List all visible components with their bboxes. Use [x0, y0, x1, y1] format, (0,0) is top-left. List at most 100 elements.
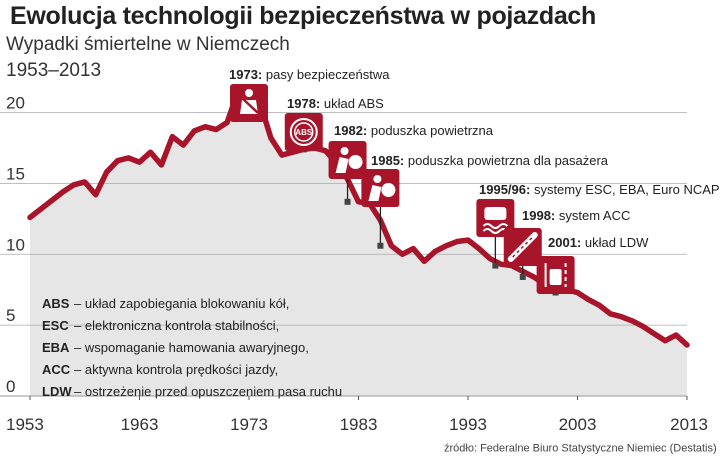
annotation-marker — [344, 198, 351, 205]
chart-title: Ewolucja technologii bezpieczeństwa w po… — [10, 2, 597, 30]
legend-abbr-abs: ABS — [42, 296, 70, 311]
source-note: źródło: Federalne Biuro Statystyczne Nie… — [444, 442, 720, 455]
data-point-1976 — [281, 154, 283, 156]
data-point-2011 — [664, 340, 666, 342]
seatbelt-strap — [241, 97, 259, 114]
data-point-1989 — [423, 260, 425, 262]
annotation-1978: ABS 1978: układ ABS — [284, 96, 384, 153]
annotation-label: 2001: układ LDW — [548, 235, 649, 250]
annotation-2001: 2001: układ LDW — [536, 235, 649, 296]
annotation-text: poduszka powietrzna dla pasażera — [404, 153, 609, 168]
y-tick-label: 20 — [6, 94, 25, 113]
annotation-marker — [492, 262, 499, 269]
annotation-year: 1978: — [287, 96, 320, 111]
data-point-1953 — [29, 216, 31, 218]
data-point-1958 — [84, 181, 86, 183]
annotation-text: układ LDW — [581, 235, 649, 250]
abs-label: ABS — [295, 128, 313, 137]
data-point-1999 — [533, 276, 535, 278]
annotation-label: 1995/96: systemy ESC, EBA, Euro NCAP — [479, 182, 720, 197]
data-point-1963 — [139, 161, 140, 163]
x-tick-label: 1983 — [340, 415, 378, 434]
x-tick-label: 2003 — [559, 415, 597, 434]
seatbelt-body — [240, 100, 258, 114]
airbag-person-body — [335, 157, 349, 173]
data-point-2009 — [642, 326, 644, 328]
data-point-1966 — [171, 136, 173, 138]
data-point-2003 — [577, 292, 578, 294]
annotation-label: 1985: poduszka powietrzna dla pasażera — [371, 153, 609, 168]
data-point-1995 — [489, 258, 491, 260]
data-point-1990 — [434, 250, 436, 252]
data-point-1961 — [117, 160, 119, 162]
data-point-1959 — [95, 194, 97, 196]
x-tick-label: 1973 — [230, 415, 268, 434]
annotation-text: system ACC — [555, 208, 630, 223]
annotation-year: 2001: — [548, 235, 581, 250]
data-point-2004 — [587, 299, 589, 301]
annotation-year: 1985: — [371, 153, 404, 168]
source-text: źródło: Federalne Biuro Statystyczne Nie… — [444, 442, 717, 455]
airbag-person-head — [340, 147, 349, 155]
data-point-1954 — [40, 208, 42, 210]
ldw-car — [549, 269, 562, 285]
annotation-year: 1982: — [334, 123, 367, 138]
data-point-2005 — [598, 304, 600, 306]
esc-skid-1 — [482, 223, 509, 229]
legend-desc-acc: – aktywna kontrola prędkości jazdy, — [74, 362, 278, 377]
data-point-2013 — [686, 344, 688, 346]
legend-desc-abs: – układ zapobiegania blokowaniu kół, — [74, 296, 289, 311]
acc-dashes — [512, 236, 534, 258]
data-point-2012 — [675, 334, 677, 336]
esc-car — [484, 207, 507, 220]
legend-abbr-eba: EBA — [42, 340, 70, 355]
data-point-2010 — [653, 333, 655, 335]
chart-subtitle: Wypadki śmiertelne w Niemczech — [6, 34, 290, 55]
data-point-1977 — [292, 151, 294, 153]
data-point-1986 — [390, 245, 392, 247]
legend-desc-ldw: – ostrzeżenie przed opuszczeniem pasa ru… — [74, 384, 342, 399]
data-point-1968 — [193, 130, 195, 132]
y-tick-label: 5 — [6, 306, 15, 325]
legend-desc-esc: – elektroniczna kontrola stabilności, — [74, 318, 279, 333]
data-point-1996 — [500, 263, 502, 265]
annotation-1998: 1998: system ACC — [503, 208, 630, 280]
annotation-year: 1995/96: — [479, 182, 530, 197]
data-point-1967 — [182, 144, 184, 146]
legend-abbr-acc: ACC — [42, 362, 71, 377]
data-point-1983 — [358, 201, 359, 203]
annotation-1973: 1973: pasy bezpieczeństwa — [229, 67, 390, 122]
annotation-text: poduszka powietrzna — [367, 123, 494, 138]
annotation-199596: 1995/96: systemy ESC, EBA, Euro NCAP — [476, 182, 720, 269]
annotation-1985: 1985: poduszka powietrzna dla pasażera — [361, 153, 609, 249]
airbag-bag — [348, 155, 363, 169]
data-point-1994 — [478, 248, 480, 250]
legend-desc-eba: – wspomaganie hamowania awaryjnego, — [74, 340, 309, 355]
annotation-text: pasy bezpieczeństwa — [262, 67, 390, 82]
data-point-1991 — [445, 245, 447, 247]
data-point-1971 — [226, 121, 228, 123]
data-point-1955 — [51, 199, 53, 201]
data-point-1969 — [204, 126, 206, 128]
data-point-1960 — [106, 171, 108, 173]
data-point-2008 — [631, 320, 633, 322]
airbag-bag — [381, 183, 396, 197]
airbag-person-head — [373, 175, 382, 183]
legend-abbr-ldw: LDW — [42, 384, 72, 399]
data-point-1993 — [467, 239, 469, 241]
data-point-1980 — [325, 150, 327, 152]
annotation-label: 1978: układ ABS — [287, 96, 384, 111]
data-point-1970 — [215, 129, 217, 131]
y-tick-label: 0 — [6, 377, 15, 396]
airbag-person-body — [368, 185, 382, 201]
data-point-1987 — [401, 253, 403, 255]
annotation-year: 1998: — [522, 208, 555, 223]
annotation-label: 1998: system ACC — [522, 208, 630, 223]
data-point-1956 — [62, 191, 64, 193]
annotation-label: 1982: poduszka powietrzna — [334, 123, 494, 138]
area-fill — [30, 91, 687, 397]
annotation-year: 1973: — [229, 67, 262, 82]
y-tick-label: 15 — [6, 164, 25, 183]
data-point-2006 — [609, 313, 611, 315]
chart-year-range: 1953–2013 — [6, 60, 102, 81]
